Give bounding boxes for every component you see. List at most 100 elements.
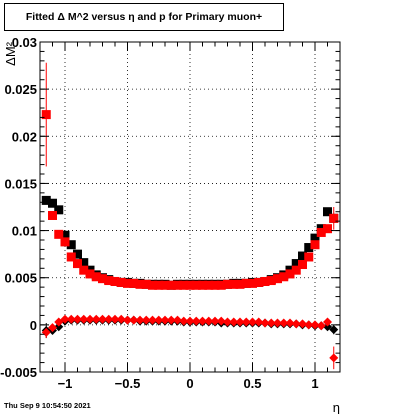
y-tick-label: 0.015 <box>4 176 37 191</box>
data-point-square <box>91 272 101 282</box>
data-point-square <box>266 276 276 286</box>
data-point-square <box>60 237 70 247</box>
data-point-square <box>110 276 120 286</box>
data-point-diamond <box>54 322 64 332</box>
data-point-diamond <box>54 317 64 327</box>
marker-layer <box>41 110 339 363</box>
data-point-square <box>185 280 195 290</box>
data-point-diamond <box>135 315 145 325</box>
data-point-diamond <box>316 321 326 331</box>
data-point-square <box>160 280 170 290</box>
data-point-square <box>141 279 151 289</box>
data-point-square <box>298 260 307 270</box>
data-point-square <box>235 279 245 289</box>
data-point-diamond <box>166 315 176 325</box>
data-point-diamond <box>323 322 332 332</box>
data-point-diamond <box>85 314 95 324</box>
data-point-diamond <box>98 314 107 324</box>
data-point-square <box>135 279 145 289</box>
data-point-diamond <box>198 316 207 326</box>
data-point-square <box>304 243 314 253</box>
data-point-square <box>329 213 339 223</box>
data-point-square <box>273 274 282 284</box>
x-tick-label: 0.5 <box>243 376 261 391</box>
data-point-square <box>291 265 301 275</box>
y-tick-label: 0.03 <box>12 35 37 50</box>
data-point-square <box>154 280 164 290</box>
data-point-diamond <box>154 315 164 325</box>
data-point-square <box>129 278 139 288</box>
data-point-square <box>241 278 251 288</box>
data-point-square <box>223 279 232 289</box>
data-point-diamond <box>60 314 70 324</box>
data-point-square <box>66 252 76 262</box>
data-point-diamond <box>66 314 76 324</box>
data-point-diamond <box>254 317 264 327</box>
data-point-square <box>79 265 89 275</box>
data-point-diamond <box>260 318 270 328</box>
data-point-square <box>54 229 64 239</box>
data-point-square <box>60 230 70 240</box>
data-point-diamond <box>116 314 126 324</box>
data-point-square <box>323 207 332 217</box>
data-point-square <box>310 233 320 243</box>
data-point-diamond <box>229 317 239 327</box>
y-tick-label: 0.01 <box>12 224 37 239</box>
data-point-square <box>204 280 214 290</box>
data-point-square <box>179 280 189 290</box>
x-axis-title: η <box>333 400 340 414</box>
data-point-square <box>48 198 57 208</box>
chart-title: Fitted Δ M^2 versus η and p for Primary … <box>4 3 284 31</box>
data-point-square <box>116 277 126 287</box>
data-point-square <box>166 280 176 290</box>
data-point-square <box>191 280 201 290</box>
x-tick-label: 0 <box>186 376 193 391</box>
data-point-square <box>41 195 51 205</box>
data-point-diamond <box>173 315 182 325</box>
data-point-diamond <box>248 317 257 327</box>
x-tick-label: −1 <box>58 376 73 391</box>
data-point-diamond <box>329 325 339 335</box>
data-point-square <box>148 280 157 290</box>
data-point-square <box>73 249 82 259</box>
data-point-diamond <box>191 316 201 326</box>
data-point-diamond <box>310 320 320 330</box>
data-point-square <box>98 274 107 284</box>
x-tick-label: 1 <box>311 376 318 391</box>
data-point-square <box>104 276 114 286</box>
data-point-diamond <box>273 318 282 328</box>
data-point-diamond <box>91 314 101 324</box>
data-point-square <box>291 259 301 269</box>
data-point-square <box>41 110 51 120</box>
data-point-square <box>123 278 132 288</box>
y-tick-label: 0.02 <box>12 129 37 144</box>
data-point-square <box>323 224 332 234</box>
data-point-square <box>260 276 270 286</box>
data-point-square <box>248 278 257 288</box>
data-point-square <box>216 280 226 290</box>
data-point-diamond <box>210 316 220 326</box>
data-point-diamond <box>185 316 195 326</box>
y-tick-label: 0.005 <box>4 271 37 286</box>
data-point-square <box>229 279 239 289</box>
data-point-diamond <box>279 318 289 328</box>
data-point-diamond <box>285 318 295 328</box>
data-point-square <box>48 210 57 220</box>
x-tick-label: −0.5 <box>115 376 141 391</box>
label-layer: −1 −0.5 0 0.5 1 -0.005 0 0.005 0.01 0.015 0.02 0.02… <box>0 35 318 391</box>
data-point-diamond <box>179 316 189 326</box>
y-axis-title: ΔM² <box>3 41 18 66</box>
data-point-diamond <box>104 314 114 324</box>
data-point-diamond <box>235 317 245 327</box>
y-tick-label: 0 <box>30 318 37 333</box>
tick-layer <box>39 41 341 373</box>
data-point-square <box>73 259 82 269</box>
data-point-diamond <box>298 319 307 329</box>
data-point-square <box>198 280 207 290</box>
data-point-diamond <box>110 314 120 324</box>
data-point-diamond <box>141 315 151 325</box>
data-point-square <box>279 272 289 282</box>
data-point-diamond <box>73 314 82 324</box>
data-point-diamond <box>304 320 314 330</box>
